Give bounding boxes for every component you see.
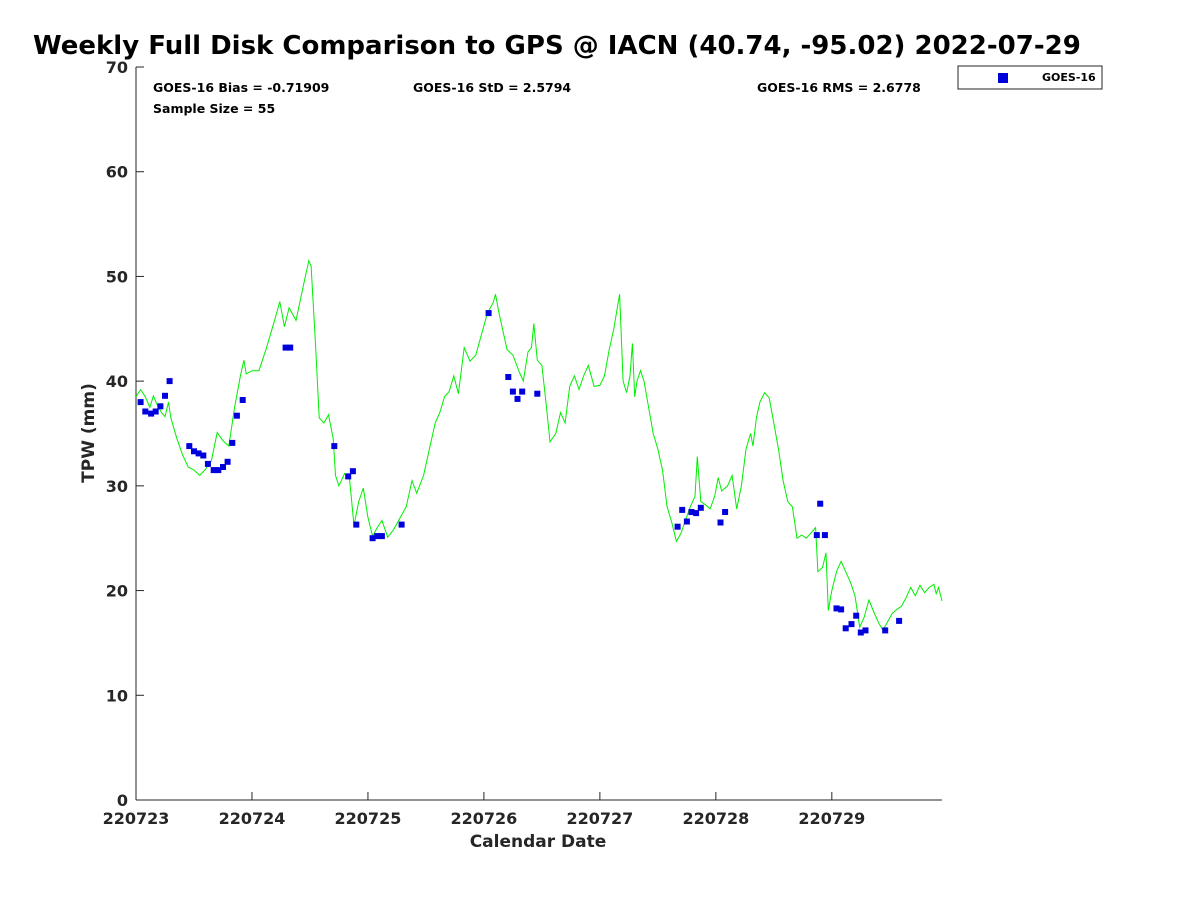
- goes16-point: [166, 378, 173, 385]
- goes16-point: [697, 504, 704, 511]
- goes16-point: [148, 410, 155, 417]
- y-tick-label: 10: [106, 686, 128, 705]
- goes16-point: [813, 532, 820, 539]
- bias-stat: GOES-16 Bias = -0.71909: [153, 80, 329, 95]
- goes16-point: [717, 519, 724, 526]
- series-layer: [135, 259, 943, 636]
- goes16-point: [534, 390, 541, 397]
- goes16-point: [514, 395, 521, 402]
- goes16-point: [821, 532, 828, 539]
- goes16-point: [817, 500, 824, 507]
- legend-marker-goes16: [998, 73, 1008, 83]
- goes16-point: [374, 533, 381, 540]
- goes16-point: [233, 412, 240, 419]
- goes16-point: [505, 374, 512, 380]
- goes16-point: [200, 452, 207, 459]
- goes16-point: [220, 464, 226, 470]
- y-tick-label: 20: [106, 582, 128, 601]
- goes16-point: [137, 399, 144, 406]
- x-tick-label: 220726: [451, 809, 518, 828]
- goes16-point: [519, 388, 526, 395]
- goes16-point: [679, 506, 686, 513]
- goes16-point: [345, 473, 352, 480]
- x-tick-label: 220729: [798, 809, 865, 828]
- x-axis-ticks: 220723 220724 220725 220726 220727 220728 2207…: [103, 792, 865, 828]
- x-axis-label: Calendar Date: [470, 832, 607, 852]
- y-tick-label: 70: [106, 58, 128, 77]
- x-tick-label: 220727: [566, 809, 633, 828]
- goes16-point: [378, 533, 385, 540]
- legend-label-goes16: GOES-16: [1042, 71, 1096, 84]
- rms-stat: GOES-16 RMS = 2.6778: [757, 80, 921, 95]
- goes16-point: [142, 408, 149, 415]
- y-tick-label: 50: [106, 267, 128, 286]
- goes16-point: [191, 448, 197, 455]
- y-axis-label: TPW (mm): [79, 383, 99, 483]
- goes16-point: [857, 629, 864, 636]
- goes16-point: [693, 510, 700, 517]
- std-stat: GOES-16 StD = 2.5794: [413, 80, 571, 95]
- goes16-point: [722, 509, 729, 515]
- goes16-point: [353, 521, 360, 528]
- goes16-point: [853, 612, 860, 619]
- goes16-point: [688, 509, 695, 515]
- goes16-point: [152, 408, 159, 415]
- goes16-point: [331, 443, 338, 450]
- goes16-point: [882, 627, 889, 634]
- goes16-point: [833, 605, 840, 612]
- goes16-point: [862, 627, 869, 634]
- sample-size-stat: Sample Size = 55: [153, 101, 275, 116]
- goes16-point: [369, 535, 376, 542]
- chart-title: Weekly Full Disk Comparison to GPS @ IAC…: [33, 31, 1081, 61]
- goes16-point: [838, 606, 845, 613]
- plot-area: [135, 67, 942, 801]
- goes16-point: [210, 467, 217, 474]
- y-tick-label: 40: [106, 372, 128, 391]
- goes16-point: [398, 521, 405, 528]
- goes16-point: [204, 460, 211, 467]
- x-tick-label: 220725: [335, 809, 402, 828]
- goes16-point: [842, 625, 849, 632]
- gps-tpw-line: [135, 259, 943, 632]
- legend: GOES-16: [957, 65, 1103, 90]
- goes16-point: [287, 344, 294, 351]
- goes16-point: [674, 523, 681, 530]
- y-tick-label: 30: [106, 477, 128, 496]
- goes16-point: [349, 468, 356, 475]
- y-axis-ticks: 0 10 20 30 40 50 60 70: [106, 58, 144, 810]
- goes16-point: [229, 439, 236, 446]
- goes16-point: [239, 397, 246, 403]
- goes16-point: [157, 403, 164, 410]
- goes16-point: [282, 344, 289, 351]
- goes16-point: [509, 388, 516, 395]
- goes16-point: [848, 621, 855, 628]
- goes16-point: [683, 518, 690, 525]
- x-tick-label: 220723: [103, 809, 170, 828]
- goes16-point: [162, 392, 168, 399]
- goes16-point: [195, 450, 202, 457]
- goes16-point: [485, 310, 492, 317]
- goes16-point: [215, 467, 222, 474]
- y-tick-label: 0: [117, 791, 128, 810]
- goes16-point: [224, 458, 231, 465]
- y-tick-label: 60: [106, 163, 128, 182]
- goes16-point: [896, 617, 903, 624]
- x-tick-label: 220728: [682, 809, 749, 828]
- x-tick-label: 220724: [219, 809, 286, 828]
- goes16-point: [186, 443, 193, 450]
- legend-box: [957, 65, 1103, 90]
